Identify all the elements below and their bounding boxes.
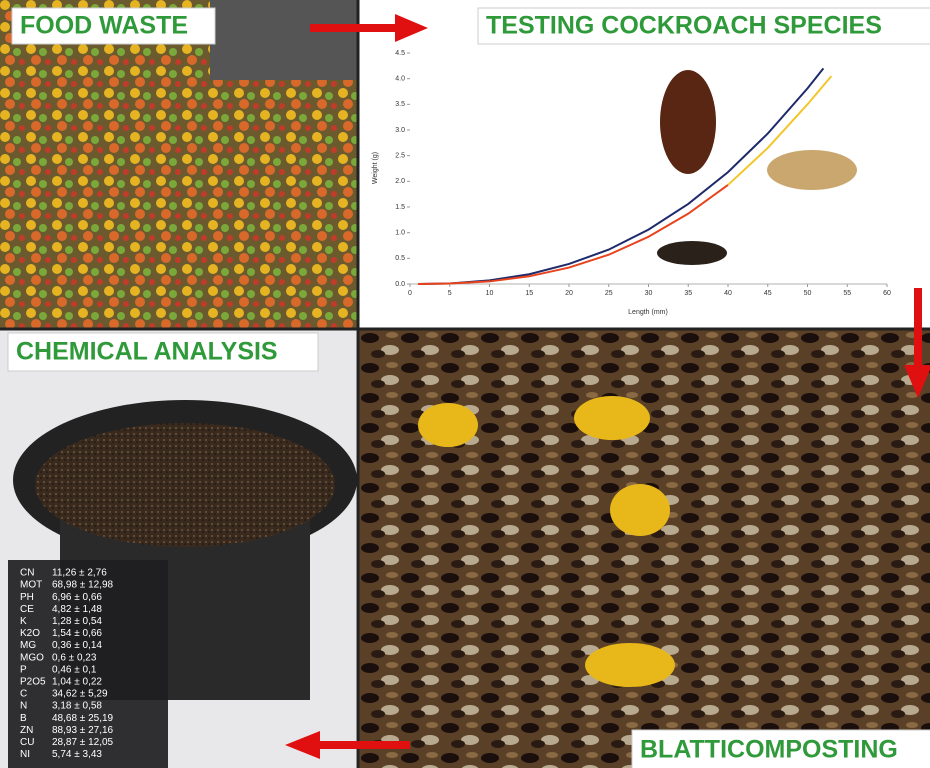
- table-key: B: [20, 713, 27, 724]
- label-box: [477, 7, 930, 45]
- y-tick-label: 1.5: [395, 204, 405, 211]
- arrow: [904, 288, 930, 398]
- x-tick-label: 25: [605, 290, 613, 297]
- composting-photo: [358, 330, 930, 768]
- chart: Weight (g) Length (mm) 0 5 10 15 20 25 30 35 40 4…: [372, 50, 891, 316]
- x-tick-label: 55: [843, 290, 851, 297]
- table-key: CE: [20, 604, 34, 615]
- x-tick-label: 15: [525, 290, 533, 297]
- cockroach-image: [657, 241, 727, 265]
- y-tick-label: 1.0: [395, 230, 405, 237]
- table-value: 88,93 ± 27,16: [52, 725, 114, 736]
- fruit: [610, 484, 670, 536]
- x-tick-label: 50: [804, 290, 812, 297]
- table-key: N: [20, 701, 27, 712]
- table-value: 0,46 ± 0,1: [52, 664, 97, 675]
- x-tick-label: 0: [408, 290, 412, 297]
- panel-label: TESTING COCKROACH SPECIES: [486, 12, 882, 40]
- label-box: [7, 332, 319, 372]
- panel-label: BLATTICOMPOSTING: [640, 736, 898, 764]
- table-key: C: [20, 689, 27, 700]
- wall: [210, 0, 358, 80]
- table-key: CU: [20, 737, 34, 748]
- y-axis-label: Weight (g): [372, 152, 379, 184]
- arrow: [285, 731, 410, 759]
- y-tick-label: 2.5: [395, 153, 405, 160]
- table-value: 3,18 ± 0,58: [52, 701, 102, 712]
- x-tick-label: 30: [645, 290, 653, 297]
- y-tick-label: 3.5: [395, 101, 405, 108]
- x-tick-label: 45: [764, 290, 772, 297]
- panel-label: FOOD WASTE: [20, 12, 188, 40]
- x-tick-label: 5: [448, 290, 452, 297]
- arrows: [285, 14, 930, 759]
- table-value: 1,28 ± 0,54: [52, 616, 102, 627]
- table-key: CN: [20, 568, 34, 579]
- table-key: NI: [20, 749, 30, 760]
- chemical-table: [8, 560, 168, 768]
- table-value: 1,04 ± 0,22: [52, 677, 102, 688]
- fruit: [574, 396, 650, 440]
- table-key: PH: [20, 592, 34, 603]
- series-line: [727, 75, 833, 186]
- table-value: 68,98 ± 12,98: [52, 580, 114, 591]
- series-line: [417, 184, 729, 285]
- table-value: 28,87 ± 12,05: [52, 737, 114, 748]
- table-key: ZN: [20, 725, 33, 736]
- x-tick-label: 60: [883, 290, 891, 297]
- fruit: [418, 403, 478, 447]
- compost: [35, 423, 335, 547]
- cockroach-image: [660, 70, 716, 174]
- table-key: MOT: [20, 580, 42, 591]
- y-tick-label: 4.0: [395, 76, 405, 83]
- y-tick-label: 4.5: [395, 50, 405, 57]
- arrow: [310, 14, 428, 42]
- table-value: 6,96 ± 0,66: [52, 592, 102, 603]
- label-box: [11, 7, 216, 45]
- label-box: [631, 729, 930, 768]
- x-axis-label: Length (mm): [628, 309, 668, 316]
- y-tick-label: 3.0: [395, 127, 405, 134]
- x-tick-label: 20: [565, 290, 573, 297]
- table-value: 11,26 ± 2,76: [52, 568, 107, 579]
- table-key: MGO: [20, 652, 44, 663]
- x-tick-label: 10: [486, 290, 494, 297]
- y-tick-label: 2.0: [395, 178, 405, 185]
- y-tick-label: 0.5: [395, 255, 405, 262]
- table-value: 0,36 ± 0,14: [52, 640, 102, 651]
- table-value: 34,62 ± 5,29: [52, 689, 108, 700]
- table-value: 5,74 ± 3,43: [52, 749, 102, 760]
- table-value: 0,6 ± 0,23: [52, 652, 97, 663]
- cockroach-image: [767, 150, 857, 190]
- table-key: K: [20, 616, 27, 627]
- table-key: P: [20, 664, 27, 675]
- fruit: [585, 643, 675, 687]
- table-key: MG: [20, 640, 36, 651]
- x-tick-label: 40: [724, 290, 732, 297]
- x-tick-label: 35: [684, 290, 692, 297]
- panel-label: CHEMICAL ANALYSIS: [16, 338, 278, 366]
- table-key: K2O: [20, 628, 40, 639]
- table-value: 48,68 ± 25,19: [52, 713, 114, 724]
- table-value: 4,82 ± 1,48: [52, 604, 102, 615]
- y-tick-label: 0.0: [395, 281, 405, 288]
- table-value: 1,54 ± 0,66: [52, 628, 102, 639]
- table-key: P2O5: [20, 677, 46, 688]
